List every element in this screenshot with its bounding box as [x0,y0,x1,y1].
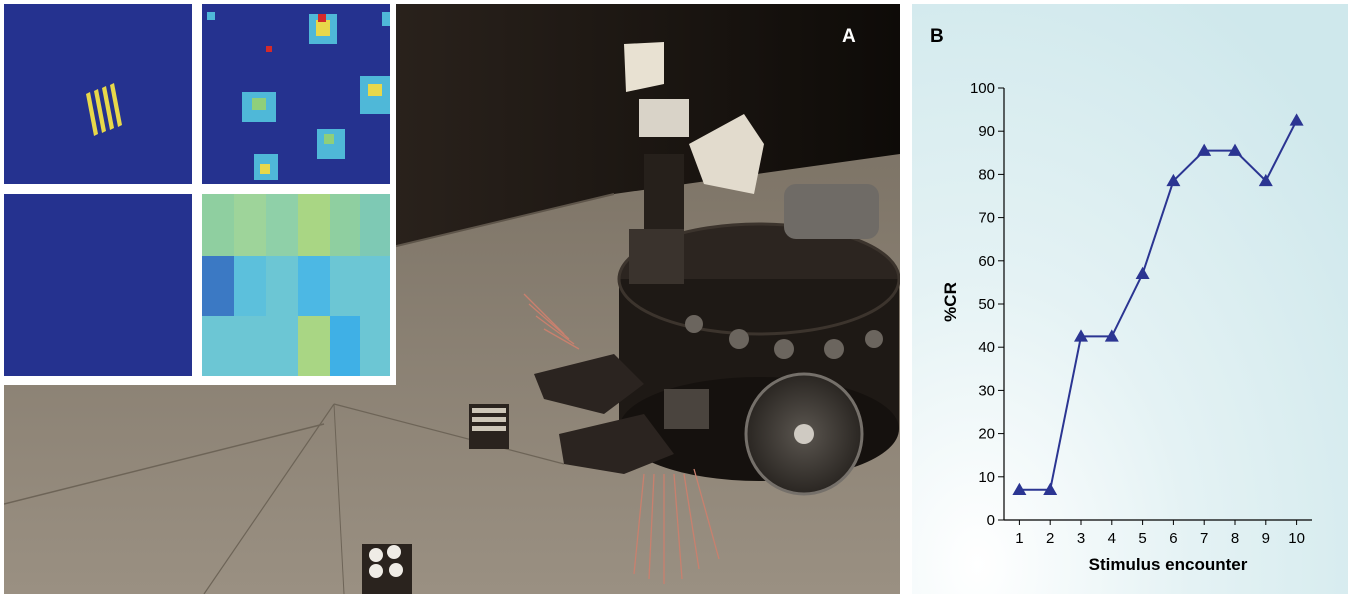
heatmap-grid [202,194,390,376]
y-tick-label: 40 [978,339,995,356]
data-point [1135,266,1150,280]
heatmap-empty [4,194,192,376]
y-tick-label: 100 [970,80,995,97]
striped-block [469,404,509,449]
x-tick-label: 6 [1169,530,1177,547]
data-point [1258,173,1273,187]
data-point [1104,329,1119,342]
data-point [1012,482,1027,496]
panel-a-label: A [842,26,856,47]
robot-scene [4,4,900,594]
x-tick-label: 8 [1231,530,1239,547]
dotted-block [362,544,412,594]
x-tick-label: 9 [1262,530,1270,547]
x-tick-label: 4 [1108,530,1116,547]
y-tick-label: 80 [978,166,995,183]
y-axis-label: %CR [941,282,960,322]
y-tick-label: 50 [978,296,995,313]
heatmap-blobs [202,4,390,184]
x-axis-label: Stimulus encounter [1089,555,1248,574]
y-tick-label: 10 [978,469,995,486]
data-point [1166,173,1181,187]
data-point [1197,143,1212,156]
y-tick-label: 60 [978,253,995,270]
x-tick-label: 2 [1046,530,1054,547]
data-point [1074,329,1088,342]
data-point [1289,113,1304,126]
robot [523,42,900,584]
x-tick-label: 7 [1200,530,1208,547]
ear-cone [689,114,764,194]
x-tick-label: 5 [1138,530,1146,547]
data-point [1043,482,1058,496]
panel-b-label: B [930,26,944,47]
heatmap-stripes [4,4,192,184]
y-tick-label: 90 [978,123,995,140]
data-point [1228,143,1242,156]
x-tick-label: 1 [1015,530,1023,547]
y-tick-label: 20 [978,426,995,443]
camera-head [624,42,664,92]
panel-a-photo: A [4,4,900,594]
line-chart: 0 10 20 30 40 50 60 70 80 90 100 1 2 3 4 5 6 7 8 9 10 Stimul… [912,4,1348,594]
y-tick-label: 0 [987,512,995,529]
x-tick-label: 3 [1077,530,1085,547]
panel-b-chart: 0 10 20 30 40 50 60 70 80 90 100 1 2 3 4 5 6 7 8 9 10 Stimul… [912,4,1348,594]
x-tick-label: 10 [1288,530,1305,547]
y-tick-label: 30 [978,382,995,399]
y-tick-label: 70 [978,210,995,227]
series-line [1019,119,1298,491]
